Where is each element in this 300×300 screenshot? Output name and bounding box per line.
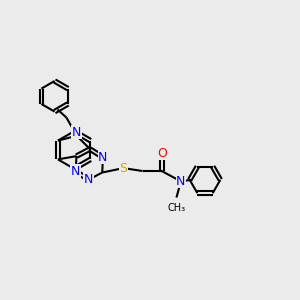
Text: S: S [119, 162, 128, 175]
Text: N: N [176, 175, 186, 188]
Text: O: O [157, 147, 167, 160]
Text: N: N [84, 173, 93, 186]
Text: CH₃: CH₃ [167, 203, 185, 213]
Text: N: N [98, 151, 108, 164]
Text: N: N [72, 126, 81, 139]
Text: N: N [71, 165, 80, 178]
